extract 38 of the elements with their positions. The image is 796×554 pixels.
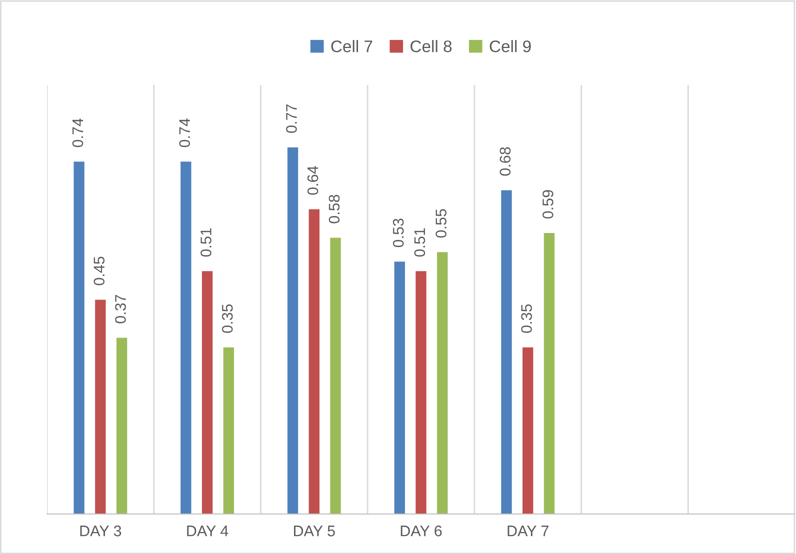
data-label: 0.35 xyxy=(222,304,233,333)
bar xyxy=(501,190,512,514)
bar xyxy=(522,347,534,514)
x-tick-label: DAY 6 xyxy=(400,526,442,536)
bar xyxy=(287,147,298,514)
bar xyxy=(95,300,106,514)
data-label: 0.77 xyxy=(286,104,297,133)
x-tick-label: DAY 4 xyxy=(187,526,228,536)
bar xyxy=(330,238,341,514)
bar xyxy=(202,271,213,514)
data-label: 0.59 xyxy=(542,190,554,219)
data-label: 0.64 xyxy=(307,166,318,195)
x-tick-label: DAY 7 xyxy=(508,526,548,536)
data-label: 0.74 xyxy=(179,118,190,148)
x-tick-label: DAY 3 xyxy=(80,526,122,536)
bar xyxy=(394,262,405,514)
data-label: 0.51 xyxy=(200,228,212,257)
legend-label: Cell 8 xyxy=(410,40,452,52)
bar xyxy=(180,162,192,514)
legend-label: Cell 9 xyxy=(490,40,531,52)
bar xyxy=(416,271,426,514)
data-label: 0.74 xyxy=(72,118,84,148)
bar xyxy=(437,252,448,514)
data-label: 0.37 xyxy=(115,294,126,324)
bar xyxy=(223,347,234,514)
bar xyxy=(116,338,128,514)
data-label: 0.55 xyxy=(436,209,446,238)
data-label: 0.35 xyxy=(521,304,532,333)
bar xyxy=(544,233,555,514)
x-tick-label: DAY 5 xyxy=(294,526,335,536)
data-label: 0.68 xyxy=(500,147,511,176)
bar xyxy=(308,209,320,514)
data-label: 0.53 xyxy=(392,218,404,248)
data-label: 0.51 xyxy=(414,228,426,257)
data-label: 0.58 xyxy=(328,194,340,224)
data-label: 0.45 xyxy=(94,256,105,286)
bar xyxy=(74,162,84,514)
legend-label: Cell 7 xyxy=(331,40,372,52)
